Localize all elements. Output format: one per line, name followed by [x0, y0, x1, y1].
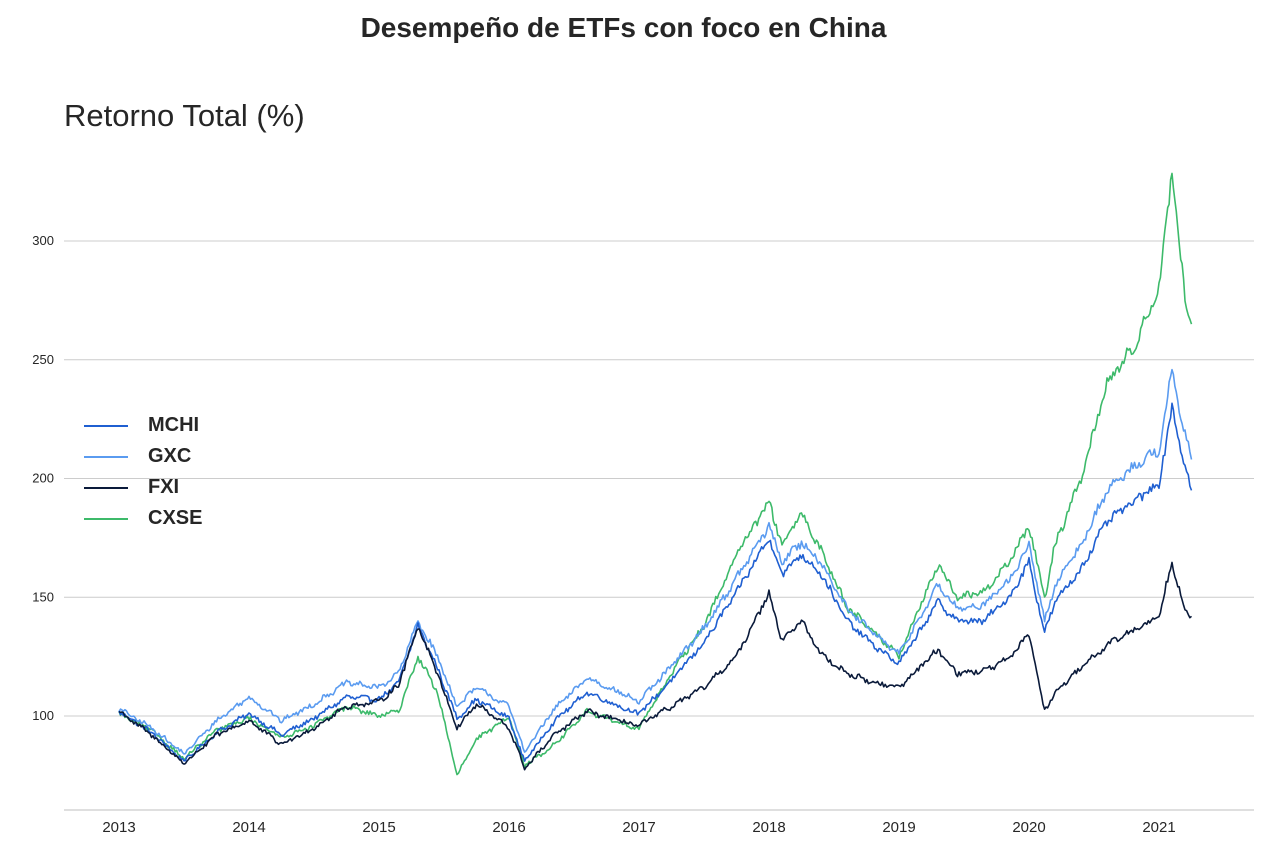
- legend: MCHI GXC FXI CXSE: [84, 410, 202, 534]
- series-line-cxse: [118, 172, 1193, 776]
- chart-title: Desempeño de ETFs con foco en China: [360, 12, 887, 43]
- y-tick-label: 250: [32, 352, 54, 367]
- legend-swatch-mchi: [84, 424, 128, 427]
- x-tick-label: 2019: [882, 819, 915, 836]
- y-axis-label: Retorno Total (%): [64, 98, 305, 133]
- legend-label-gxc: GXC: [148, 445, 192, 467]
- x-tick-label: 2021: [1142, 819, 1175, 836]
- x-tick-label: 2020: [1012, 819, 1045, 836]
- x-tick-label: 2016: [492, 819, 525, 836]
- legend-item-gxc: GXC: [84, 441, 202, 472]
- y-tick-label: 150: [32, 589, 54, 604]
- x-tick-label: 2017: [622, 819, 655, 836]
- x-tick-label: 2014: [232, 819, 265, 836]
- legend-label-mchi: MCHI: [148, 414, 200, 436]
- x-tick-label: 2018: [752, 819, 785, 836]
- x-tick-labels: 2013 2014 2015 2016 2017 2018 2019 2020 2021: [102, 819, 1175, 836]
- legend-label-fxi: FXI: [148, 476, 180, 498]
- series-line-gxc: [118, 368, 1193, 755]
- legend-label-cxse: CXSE: [148, 507, 203, 529]
- series-line-fxi: [118, 561, 1193, 771]
- legend-swatch-fxi: [84, 486, 128, 489]
- series-line-mchi: [118, 402, 1193, 762]
- series-lines: [118, 172, 1193, 776]
- legend-swatch-gxc: [84, 455, 128, 458]
- legend-item-cxse: CXSE: [84, 503, 202, 534]
- legend-item-fxi: FXI: [84, 472, 202, 503]
- y-tick-label: 200: [32, 471, 54, 486]
- y-tick-label: 100: [32, 708, 54, 723]
- x-tick-label: 2013: [102, 819, 135, 836]
- x-tick-label: 2015: [362, 819, 395, 836]
- grid-lines: [64, 240, 1254, 717]
- y-tick-label: 300: [32, 233, 54, 248]
- legend-swatch-cxse: [84, 517, 128, 520]
- legend-item-mchi: MCHI: [84, 410, 202, 441]
- y-tick-labels: 100 150 200 250 300: [32, 233, 54, 723]
